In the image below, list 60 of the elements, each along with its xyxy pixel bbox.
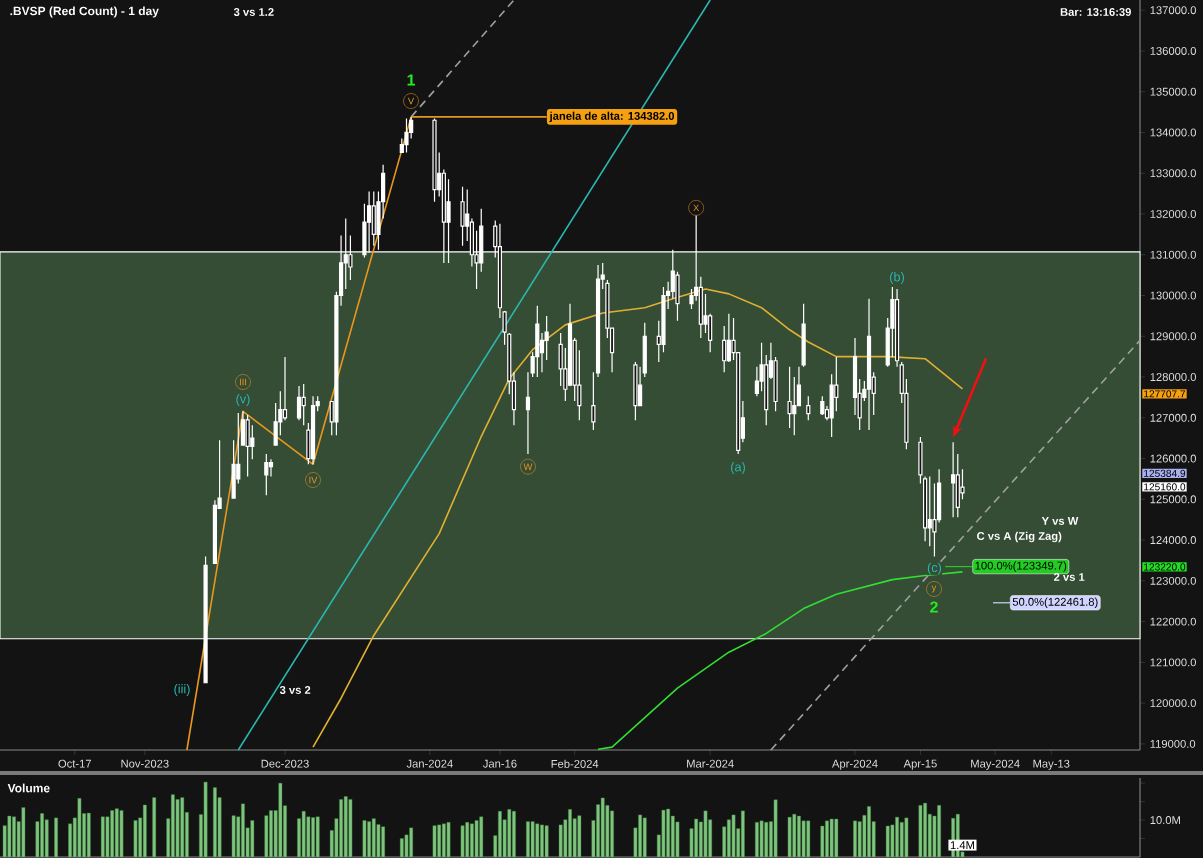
y-tick-label: 121000.0 xyxy=(1150,658,1196,667)
y-tick-label: 119000.0 xyxy=(1150,739,1196,748)
x-tick-label: Apr-2024 xyxy=(831,759,878,770)
annotation: janela de alta: 134382.0 xyxy=(549,111,675,123)
annotation: III xyxy=(239,378,247,386)
annotation: C vs A (Zig Zag) xyxy=(977,531,1062,543)
y-tick-label: 128000.0 xyxy=(1150,373,1196,381)
y-tick-label: 131000.0 xyxy=(1150,250,1196,259)
annotation: (iii) xyxy=(174,684,190,696)
annotation: Y vs W xyxy=(1041,517,1079,525)
x-tick-label: Apr-15 xyxy=(903,759,937,770)
y-tick-label: 133000.0 xyxy=(1150,169,1196,178)
annotation: IV xyxy=(309,476,318,484)
y-tick-label: 137000.0 xyxy=(1150,6,1196,15)
x-tick-label: Oct-17 xyxy=(58,759,91,768)
annotation: 2 xyxy=(930,601,938,613)
x-tick-label: May-13 xyxy=(1033,759,1070,770)
y-tick-label: 134000.0 xyxy=(1150,128,1196,137)
y-tick-label: 132000.0 xyxy=(1150,210,1196,218)
y-tick-label: 123000.0 xyxy=(1150,576,1196,585)
text: 127707.7 xyxy=(1144,390,1186,398)
annotation: W xyxy=(523,463,533,470)
x-tick-label: Jan-16 xyxy=(482,759,517,768)
x-tick-label: Mar-2024 xyxy=(687,759,734,768)
annotation: 1 xyxy=(407,74,416,86)
y-tick-label: 125000.0 xyxy=(1150,495,1196,504)
y-tick-label: 127000.0 xyxy=(1150,413,1196,422)
x-tick-label: May-2024 xyxy=(971,759,1020,770)
annotation: (b) xyxy=(890,272,904,284)
x-tick-label: Feb-2024 xyxy=(551,759,599,768)
x-tick-label: Jan-2024 xyxy=(406,759,453,768)
annotation: 3 vs 1.2 xyxy=(233,8,274,16)
x-tick-label: Nov-2023 xyxy=(121,759,169,768)
data-label: 1.4M xyxy=(950,841,975,849)
chart-title: Volume xyxy=(7,783,50,793)
annotation: y xyxy=(931,585,937,593)
text: 125384.9 xyxy=(1144,469,1186,477)
y-tick-label: 135000.0 xyxy=(1150,87,1196,96)
chart-title: .BVSP (Red Count) - 1 day xyxy=(10,6,159,18)
annotation: Bar: 13:16:39 xyxy=(1060,8,1131,16)
y-tick-label: 10.0M xyxy=(1150,816,1180,825)
annotation: X xyxy=(693,204,700,212)
text: 123220.0 xyxy=(1144,563,1186,571)
y-tick-label: 120000.0 xyxy=(1150,699,1196,708)
annotation: (c) xyxy=(927,562,942,575)
annotation: 3 vs 2 xyxy=(279,686,311,694)
text: 125160.0 xyxy=(1144,483,1186,491)
annotation: 2 vs 1 xyxy=(1054,573,1085,581)
x-tick-label: Dec-2023 xyxy=(261,759,309,768)
y-tick-label: 129000.0 xyxy=(1150,332,1196,341)
y-tick-label: 126000.0 xyxy=(1150,454,1196,463)
annotation: (v) xyxy=(236,394,250,406)
y-tick-label: 122000.0 xyxy=(1150,617,1196,626)
ref-line-label: 100.0%(123349.7) xyxy=(975,561,1067,572)
annotation: V xyxy=(407,97,415,105)
y-tick-label: 124000.0 xyxy=(1150,536,1196,545)
y-tick-label: 130000.0 xyxy=(1150,291,1196,300)
y-tick-label: 136000.0 xyxy=(1150,46,1196,55)
ref-line-label: 50.0%(122461.8) xyxy=(1012,597,1098,608)
annotation: (a) xyxy=(731,462,745,474)
